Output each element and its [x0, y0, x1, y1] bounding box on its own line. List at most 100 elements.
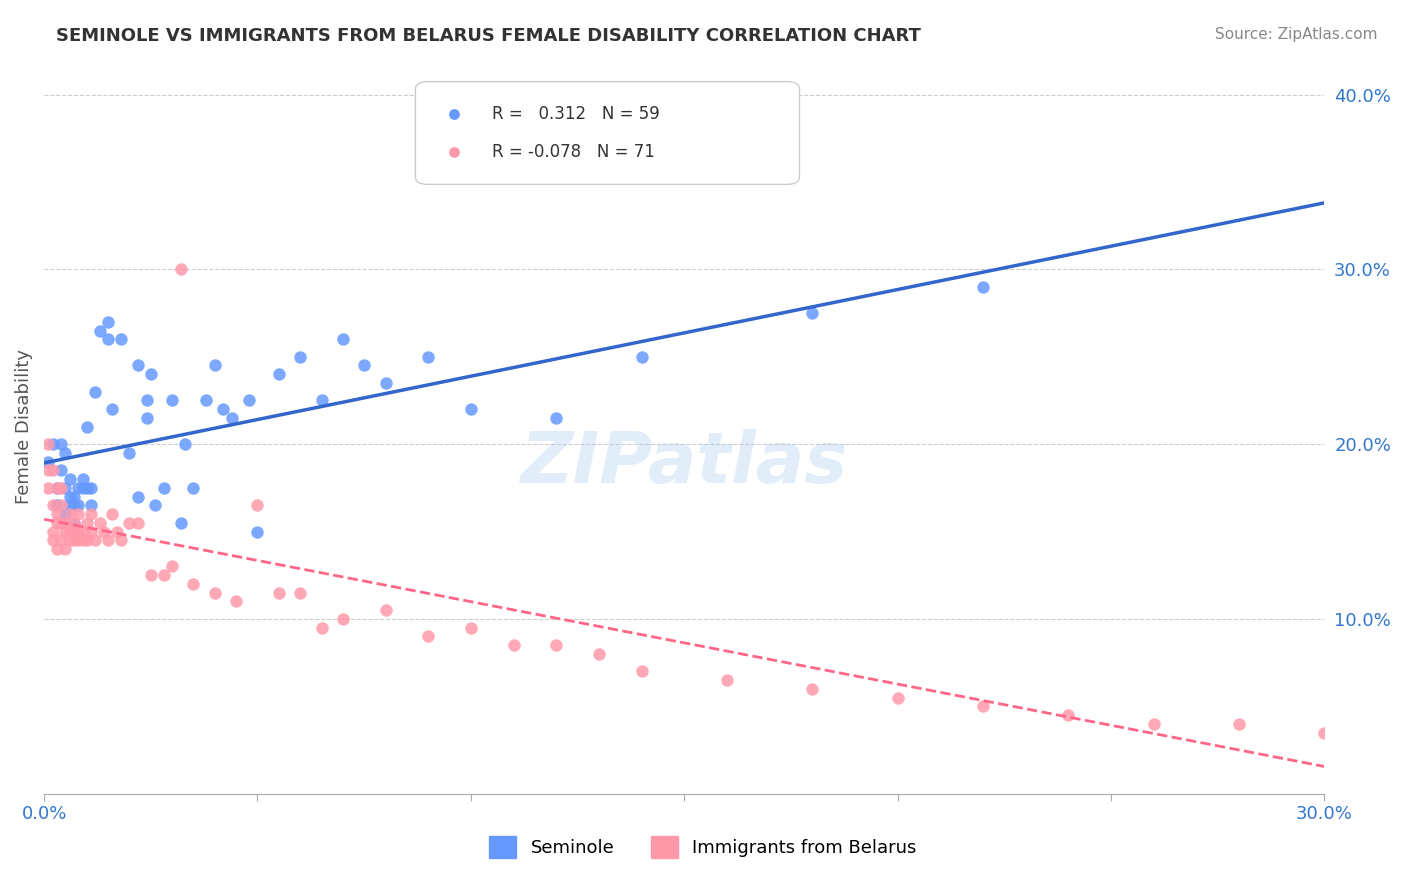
Point	[332, 612, 354, 626]
Point	[183, 481, 205, 495]
Point	[55, 516, 77, 530]
Point	[246, 524, 269, 539]
Point	[143, 498, 166, 512]
Point	[51, 498, 73, 512]
Point	[1399, 743, 1406, 757]
Point	[139, 568, 162, 582]
Legend: Seminole, Immigrants from Belarus: Seminole, Immigrants from Belarus	[482, 829, 924, 865]
Point	[63, 524, 86, 539]
Point	[174, 437, 197, 451]
Point	[59, 490, 82, 504]
Point	[67, 481, 90, 495]
Point	[972, 280, 994, 294]
Point	[45, 516, 67, 530]
Point	[67, 524, 90, 539]
Point	[76, 516, 98, 530]
Point	[55, 541, 77, 556]
Point	[588, 647, 610, 661]
Point	[45, 481, 67, 495]
Point	[51, 533, 73, 548]
Point	[105, 524, 128, 539]
Point	[1057, 708, 1080, 723]
Point	[89, 516, 111, 530]
Point	[212, 402, 235, 417]
FancyBboxPatch shape	[415, 82, 800, 185]
Point	[45, 498, 67, 512]
Point	[288, 350, 311, 364]
Point	[63, 516, 86, 530]
Point	[225, 594, 247, 608]
Point	[374, 376, 396, 390]
Point	[152, 481, 174, 495]
Point	[418, 629, 440, 643]
Y-axis label: Female Disability: Female Disability	[15, 349, 32, 504]
Point	[59, 524, 82, 539]
Point	[63, 498, 86, 512]
Point	[152, 568, 174, 582]
Point	[267, 368, 290, 382]
Point	[101, 507, 124, 521]
Point	[72, 472, 94, 486]
Point	[63, 490, 86, 504]
Point	[63, 533, 86, 548]
Point	[246, 498, 269, 512]
Point	[55, 481, 77, 495]
Point	[801, 306, 824, 320]
Point	[59, 507, 82, 521]
Point	[1227, 716, 1250, 731]
Point	[41, 437, 63, 451]
Point	[460, 621, 482, 635]
Text: SEMINOLE VS IMMIGRANTS FROM BELARUS FEMALE DISABILITY CORRELATION CHART: SEMINOLE VS IMMIGRANTS FROM BELARUS FEMA…	[56, 27, 921, 45]
Point	[59, 472, 82, 486]
Point	[51, 516, 73, 530]
Point	[311, 393, 333, 408]
Point	[37, 463, 59, 477]
Point	[76, 533, 98, 548]
Point	[418, 350, 440, 364]
Point	[67, 533, 90, 548]
Point	[67, 498, 90, 512]
Point	[139, 368, 162, 382]
Point	[84, 384, 107, 399]
Point	[76, 481, 98, 495]
Point	[1143, 716, 1166, 731]
Point	[204, 585, 226, 599]
Point	[886, 690, 908, 705]
Point	[41, 463, 63, 477]
Point	[311, 621, 333, 635]
Point	[80, 498, 103, 512]
Point	[80, 507, 103, 521]
Point	[332, 332, 354, 346]
Point	[41, 498, 63, 512]
Point	[127, 516, 149, 530]
Point	[37, 454, 59, 468]
Point	[716, 673, 738, 687]
Point	[110, 533, 132, 548]
Point	[55, 507, 77, 521]
Point	[72, 524, 94, 539]
Point	[59, 498, 82, 512]
Text: Source: ZipAtlas.com: Source: ZipAtlas.com	[1215, 27, 1378, 42]
Point	[67, 507, 90, 521]
Point	[502, 638, 524, 652]
Point	[101, 402, 124, 417]
Point	[135, 410, 157, 425]
Point	[238, 393, 260, 408]
Point	[45, 481, 67, 495]
Point	[89, 324, 111, 338]
Point	[204, 359, 226, 373]
Point	[97, 332, 120, 346]
Point	[51, 481, 73, 495]
Point	[630, 665, 652, 679]
Point	[72, 533, 94, 548]
Point	[135, 393, 157, 408]
Point	[37, 481, 59, 495]
Point	[801, 681, 824, 696]
Point	[55, 524, 77, 539]
Point	[160, 559, 183, 574]
Point	[93, 524, 115, 539]
Point	[183, 577, 205, 591]
Point	[353, 359, 375, 373]
Point	[972, 699, 994, 714]
Point	[288, 585, 311, 599]
